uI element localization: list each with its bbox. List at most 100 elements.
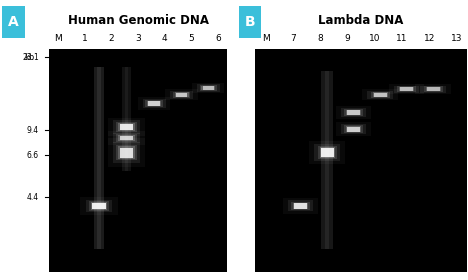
- Bar: [15, 109, 32, 115]
- Bar: [16, 150, 30, 155]
- Bar: [371, 92, 390, 98]
- Bar: [12, 94, 35, 102]
- Text: Human Genomic DNA: Human Genomic DNA: [67, 15, 209, 27]
- Text: 12: 12: [424, 34, 435, 43]
- Bar: [7, 200, 40, 212]
- Bar: [293, 203, 308, 209]
- Bar: [15, 60, 32, 69]
- Bar: [166, 89, 198, 100]
- Bar: [203, 86, 214, 90]
- Bar: [201, 86, 215, 90]
- Bar: [320, 148, 335, 158]
- Bar: [15, 95, 32, 101]
- Text: 11: 11: [396, 34, 408, 43]
- Bar: [362, 89, 398, 100]
- Bar: [12, 67, 35, 78]
- Bar: [374, 93, 387, 97]
- Bar: [91, 202, 107, 210]
- Bar: [108, 118, 145, 136]
- Text: 2: 2: [109, 34, 114, 43]
- Text: 6: 6: [215, 34, 221, 43]
- Bar: [12, 108, 35, 116]
- Bar: [341, 108, 366, 117]
- Bar: [288, 200, 314, 211]
- Bar: [120, 148, 133, 158]
- Bar: [49, 49, 227, 272]
- Bar: [309, 141, 345, 164]
- Bar: [16, 86, 30, 92]
- Bar: [16, 69, 30, 76]
- Bar: [347, 127, 360, 132]
- Bar: [12, 76, 35, 86]
- Bar: [18, 127, 29, 131]
- Bar: [18, 79, 29, 83]
- Text: A: A: [8, 15, 19, 29]
- Bar: [424, 87, 443, 92]
- Bar: [15, 109, 32, 115]
- Bar: [12, 202, 35, 210]
- Bar: [7, 107, 40, 118]
- Bar: [108, 139, 145, 167]
- Text: 10: 10: [369, 34, 380, 43]
- Bar: [18, 204, 29, 208]
- Bar: [18, 171, 29, 174]
- Bar: [7, 107, 40, 118]
- Bar: [394, 85, 419, 93]
- Bar: [18, 110, 29, 115]
- Bar: [15, 203, 32, 209]
- Bar: [7, 167, 40, 178]
- Bar: [18, 87, 29, 92]
- Bar: [170, 91, 193, 99]
- Bar: [15, 78, 32, 85]
- Bar: [7, 83, 40, 95]
- Bar: [12, 202, 35, 210]
- Bar: [15, 126, 32, 132]
- Bar: [346, 110, 361, 115]
- Text: 1: 1: [82, 34, 88, 43]
- Bar: [344, 109, 363, 116]
- Bar: [16, 110, 30, 115]
- Bar: [108, 131, 145, 145]
- Bar: [173, 92, 190, 98]
- Bar: [16, 78, 30, 84]
- Bar: [7, 123, 40, 135]
- Bar: [2, 6, 25, 38]
- Bar: [18, 96, 29, 100]
- Bar: [120, 136, 133, 141]
- Bar: [294, 203, 307, 209]
- Bar: [18, 110, 29, 115]
- Bar: [18, 87, 29, 91]
- Bar: [18, 171, 29, 174]
- Bar: [7, 167, 40, 178]
- Bar: [347, 110, 360, 115]
- Bar: [7, 147, 40, 158]
- Bar: [12, 148, 35, 157]
- Bar: [336, 122, 372, 136]
- Bar: [113, 133, 140, 143]
- Text: Lambda DNA: Lambda DNA: [318, 15, 403, 27]
- Bar: [291, 202, 310, 210]
- Text: 8: 8: [317, 34, 323, 43]
- Bar: [7, 65, 40, 80]
- Bar: [7, 82, 40, 96]
- Bar: [12, 148, 35, 157]
- Bar: [117, 134, 137, 142]
- Text: 4: 4: [162, 34, 168, 43]
- Bar: [15, 169, 32, 176]
- Text: M: M: [54, 34, 62, 43]
- Bar: [15, 78, 32, 85]
- Bar: [7, 200, 40, 212]
- Bar: [120, 123, 133, 130]
- Bar: [15, 85, 32, 93]
- Bar: [255, 49, 467, 272]
- Text: 6.6: 6.6: [27, 151, 39, 160]
- Bar: [176, 93, 187, 97]
- Bar: [86, 200, 112, 212]
- Text: 9: 9: [344, 34, 351, 43]
- Text: 5: 5: [189, 34, 194, 43]
- Bar: [325, 71, 329, 249]
- Bar: [192, 83, 225, 93]
- Text: B: B: [245, 15, 255, 29]
- Bar: [318, 146, 336, 159]
- Bar: [16, 87, 30, 92]
